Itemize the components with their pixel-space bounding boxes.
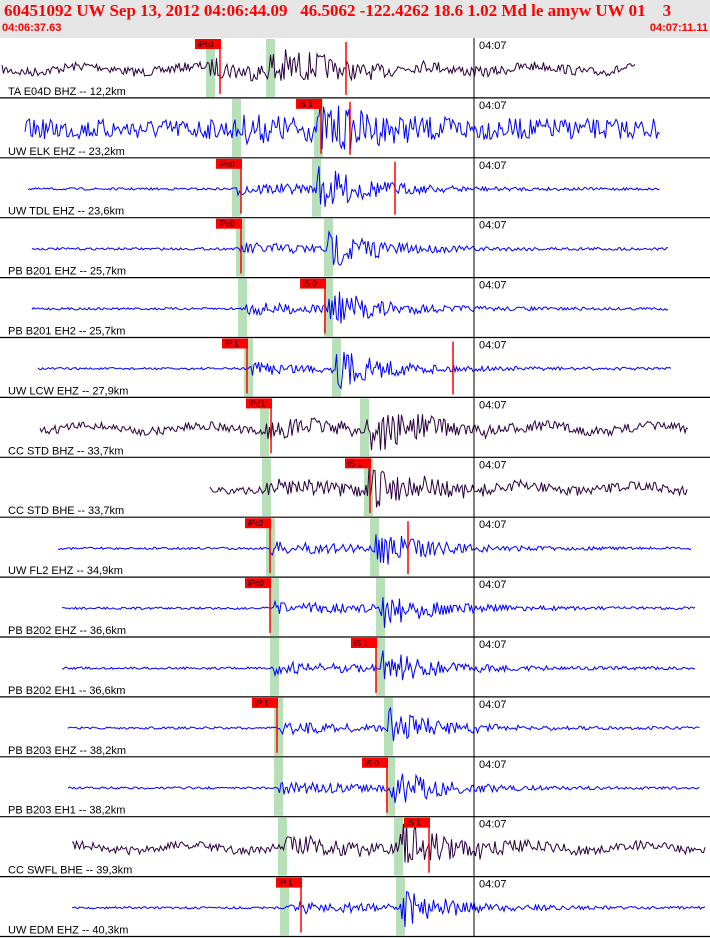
phase-pick-box xyxy=(216,218,242,229)
header-bar: 60451092 UW Sep 13, 2012 04:06:44.09 46.… xyxy=(0,0,710,38)
phase-pick-label: iP 1 xyxy=(255,699,269,708)
minute-label: 04:07 xyxy=(479,579,507,591)
s-window-band xyxy=(364,458,373,517)
p-window-band xyxy=(238,278,247,337)
phase-pick-label: iPc0 xyxy=(219,220,235,229)
waveform-trace xyxy=(31,291,669,324)
minute-label: 04:07 xyxy=(479,280,507,292)
minute-label: 04:07 xyxy=(479,519,507,531)
s-window-band xyxy=(384,697,393,756)
waveform-trace xyxy=(61,650,696,681)
waveform-trace xyxy=(67,707,700,742)
waveform-trace xyxy=(37,351,672,390)
minute-label: 04:07 xyxy=(479,459,507,471)
station-label: UW LCW EHZ -- 27,9km xyxy=(8,385,128,397)
p-window-band xyxy=(270,638,279,696)
waveform-trace xyxy=(27,166,660,207)
p-window-band xyxy=(274,697,283,756)
minute-label: 04:07 xyxy=(479,699,507,711)
waveform-trace xyxy=(24,102,660,150)
minute-label: 04:07 xyxy=(479,160,507,172)
phase-pick-label: iPc0 xyxy=(198,40,214,49)
phase-pick-box xyxy=(216,158,242,169)
phase-pick-box xyxy=(246,398,272,409)
station-label: TA E04D BHZ -- 12,2km xyxy=(8,86,126,98)
minute-label: 04:07 xyxy=(479,40,507,52)
phase-pick-box xyxy=(222,338,248,349)
s-window-band xyxy=(332,338,341,397)
minute-label: 04:07 xyxy=(479,759,507,771)
waveform-trace xyxy=(61,597,696,628)
phase-pick-label: iS 1 xyxy=(407,819,421,828)
station-label: UW FL2 EHZ -- 34,9km xyxy=(8,565,123,577)
p-window-band xyxy=(274,757,283,816)
waveform-trace xyxy=(67,773,700,803)
minute-label: 04:07 xyxy=(479,639,507,651)
phase-pick-label: iPc0 xyxy=(219,160,235,169)
phase-pick-label: iS 1 xyxy=(348,459,362,468)
p-window-band xyxy=(232,98,241,157)
phase-pick-label: iP 1 xyxy=(225,340,239,349)
waveform-trace xyxy=(31,229,669,266)
waveform-trace xyxy=(1,49,636,82)
waveform-trace xyxy=(209,468,688,508)
p-window-band xyxy=(278,817,287,876)
p-window-band xyxy=(280,877,289,936)
phase-pick-box xyxy=(362,757,388,768)
s-window-band xyxy=(314,98,323,157)
station-label: CC STD BHZ -- 33,7km xyxy=(8,445,124,457)
phase-pick-box xyxy=(195,39,221,49)
station-label: PB B202 EH1 -- 36,6km xyxy=(8,685,125,697)
station-label: PB B203 EH1 -- 38,2km xyxy=(8,805,125,817)
phase-pick-box xyxy=(351,638,377,648)
minute-label: 04:07 xyxy=(479,879,507,891)
waveform-trace xyxy=(71,891,706,928)
waveform-trace xyxy=(71,821,706,863)
minute-label: 04:07 xyxy=(479,819,507,831)
phase-pick-box xyxy=(296,98,322,109)
phase-pick-box xyxy=(276,877,302,888)
event-title: 60451092 UW Sep 13, 2012 04:06:44.09 46.… xyxy=(4,1,672,20)
p-window-band xyxy=(260,398,269,457)
station-label: PB B201 EHZ -- 25,7km xyxy=(8,266,126,278)
p-window-band xyxy=(270,578,279,636)
phase-pick-label: iPc2 xyxy=(248,519,264,528)
waveform-trace xyxy=(57,534,692,565)
station-label: UW EDM EHZ -- 40,3km xyxy=(8,925,128,937)
p-window-band xyxy=(206,39,215,97)
end-time: 04:07:11.11 xyxy=(649,22,708,34)
minute-label: 04:07 xyxy=(479,100,507,112)
phase-pick-label: iS 1 xyxy=(354,639,368,648)
phase-pick-box xyxy=(245,518,271,529)
waveform-trace xyxy=(39,414,689,451)
phase-pick-label: iS 0 xyxy=(365,759,379,768)
s-window-band xyxy=(360,398,369,457)
station-label: PB B203 EHZ -- 38,2km xyxy=(8,745,126,757)
minute-label: 04:07 xyxy=(479,220,507,232)
phase-pick-box xyxy=(300,278,326,289)
phase-pick-box xyxy=(245,578,271,589)
phase-pick-box xyxy=(252,697,278,708)
phase-pick-label: iP 1 xyxy=(279,879,293,888)
station-label: CC STD BHE -- 33,7km xyxy=(8,505,124,517)
phase-pick-label: iS 0 xyxy=(303,280,317,289)
station-label: PB B201 EH2 -- 25,7km xyxy=(8,326,125,338)
station-label: PB B202 EHZ -- 36,6km xyxy=(8,625,126,637)
start-time: 04:06:37.63 xyxy=(2,22,62,34)
phase-pick-box xyxy=(345,458,371,469)
s-window-band xyxy=(386,757,395,816)
station-label: UW ELK EHZ -- 23,2km xyxy=(8,146,125,158)
minute-label: 04:07 xyxy=(479,399,507,411)
phase-pick-label: iPc0 xyxy=(248,579,264,588)
phase-pick-label: iPd1 xyxy=(249,399,266,408)
station-label: UW TDL EHZ -- 23,6km xyxy=(8,206,124,218)
station-label: CC SWFL BHE -- 39,3km xyxy=(8,865,132,877)
phase-pick-label: iS 1 xyxy=(299,100,313,109)
s-window-band xyxy=(324,218,333,277)
minute-label: 04:07 xyxy=(479,340,507,352)
phase-pick-box xyxy=(404,817,430,828)
s-window-band xyxy=(376,578,385,636)
s-window-band xyxy=(266,39,275,97)
